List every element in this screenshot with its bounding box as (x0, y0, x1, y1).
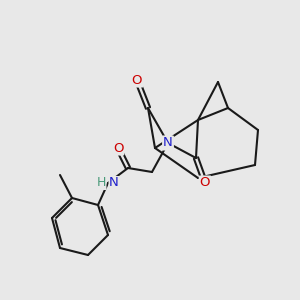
Text: N: N (163, 136, 173, 149)
Text: H: H (97, 176, 106, 190)
Text: O: O (113, 142, 123, 154)
Text: O: O (132, 74, 142, 86)
Text: O: O (200, 176, 210, 190)
Text: N: N (109, 176, 119, 190)
